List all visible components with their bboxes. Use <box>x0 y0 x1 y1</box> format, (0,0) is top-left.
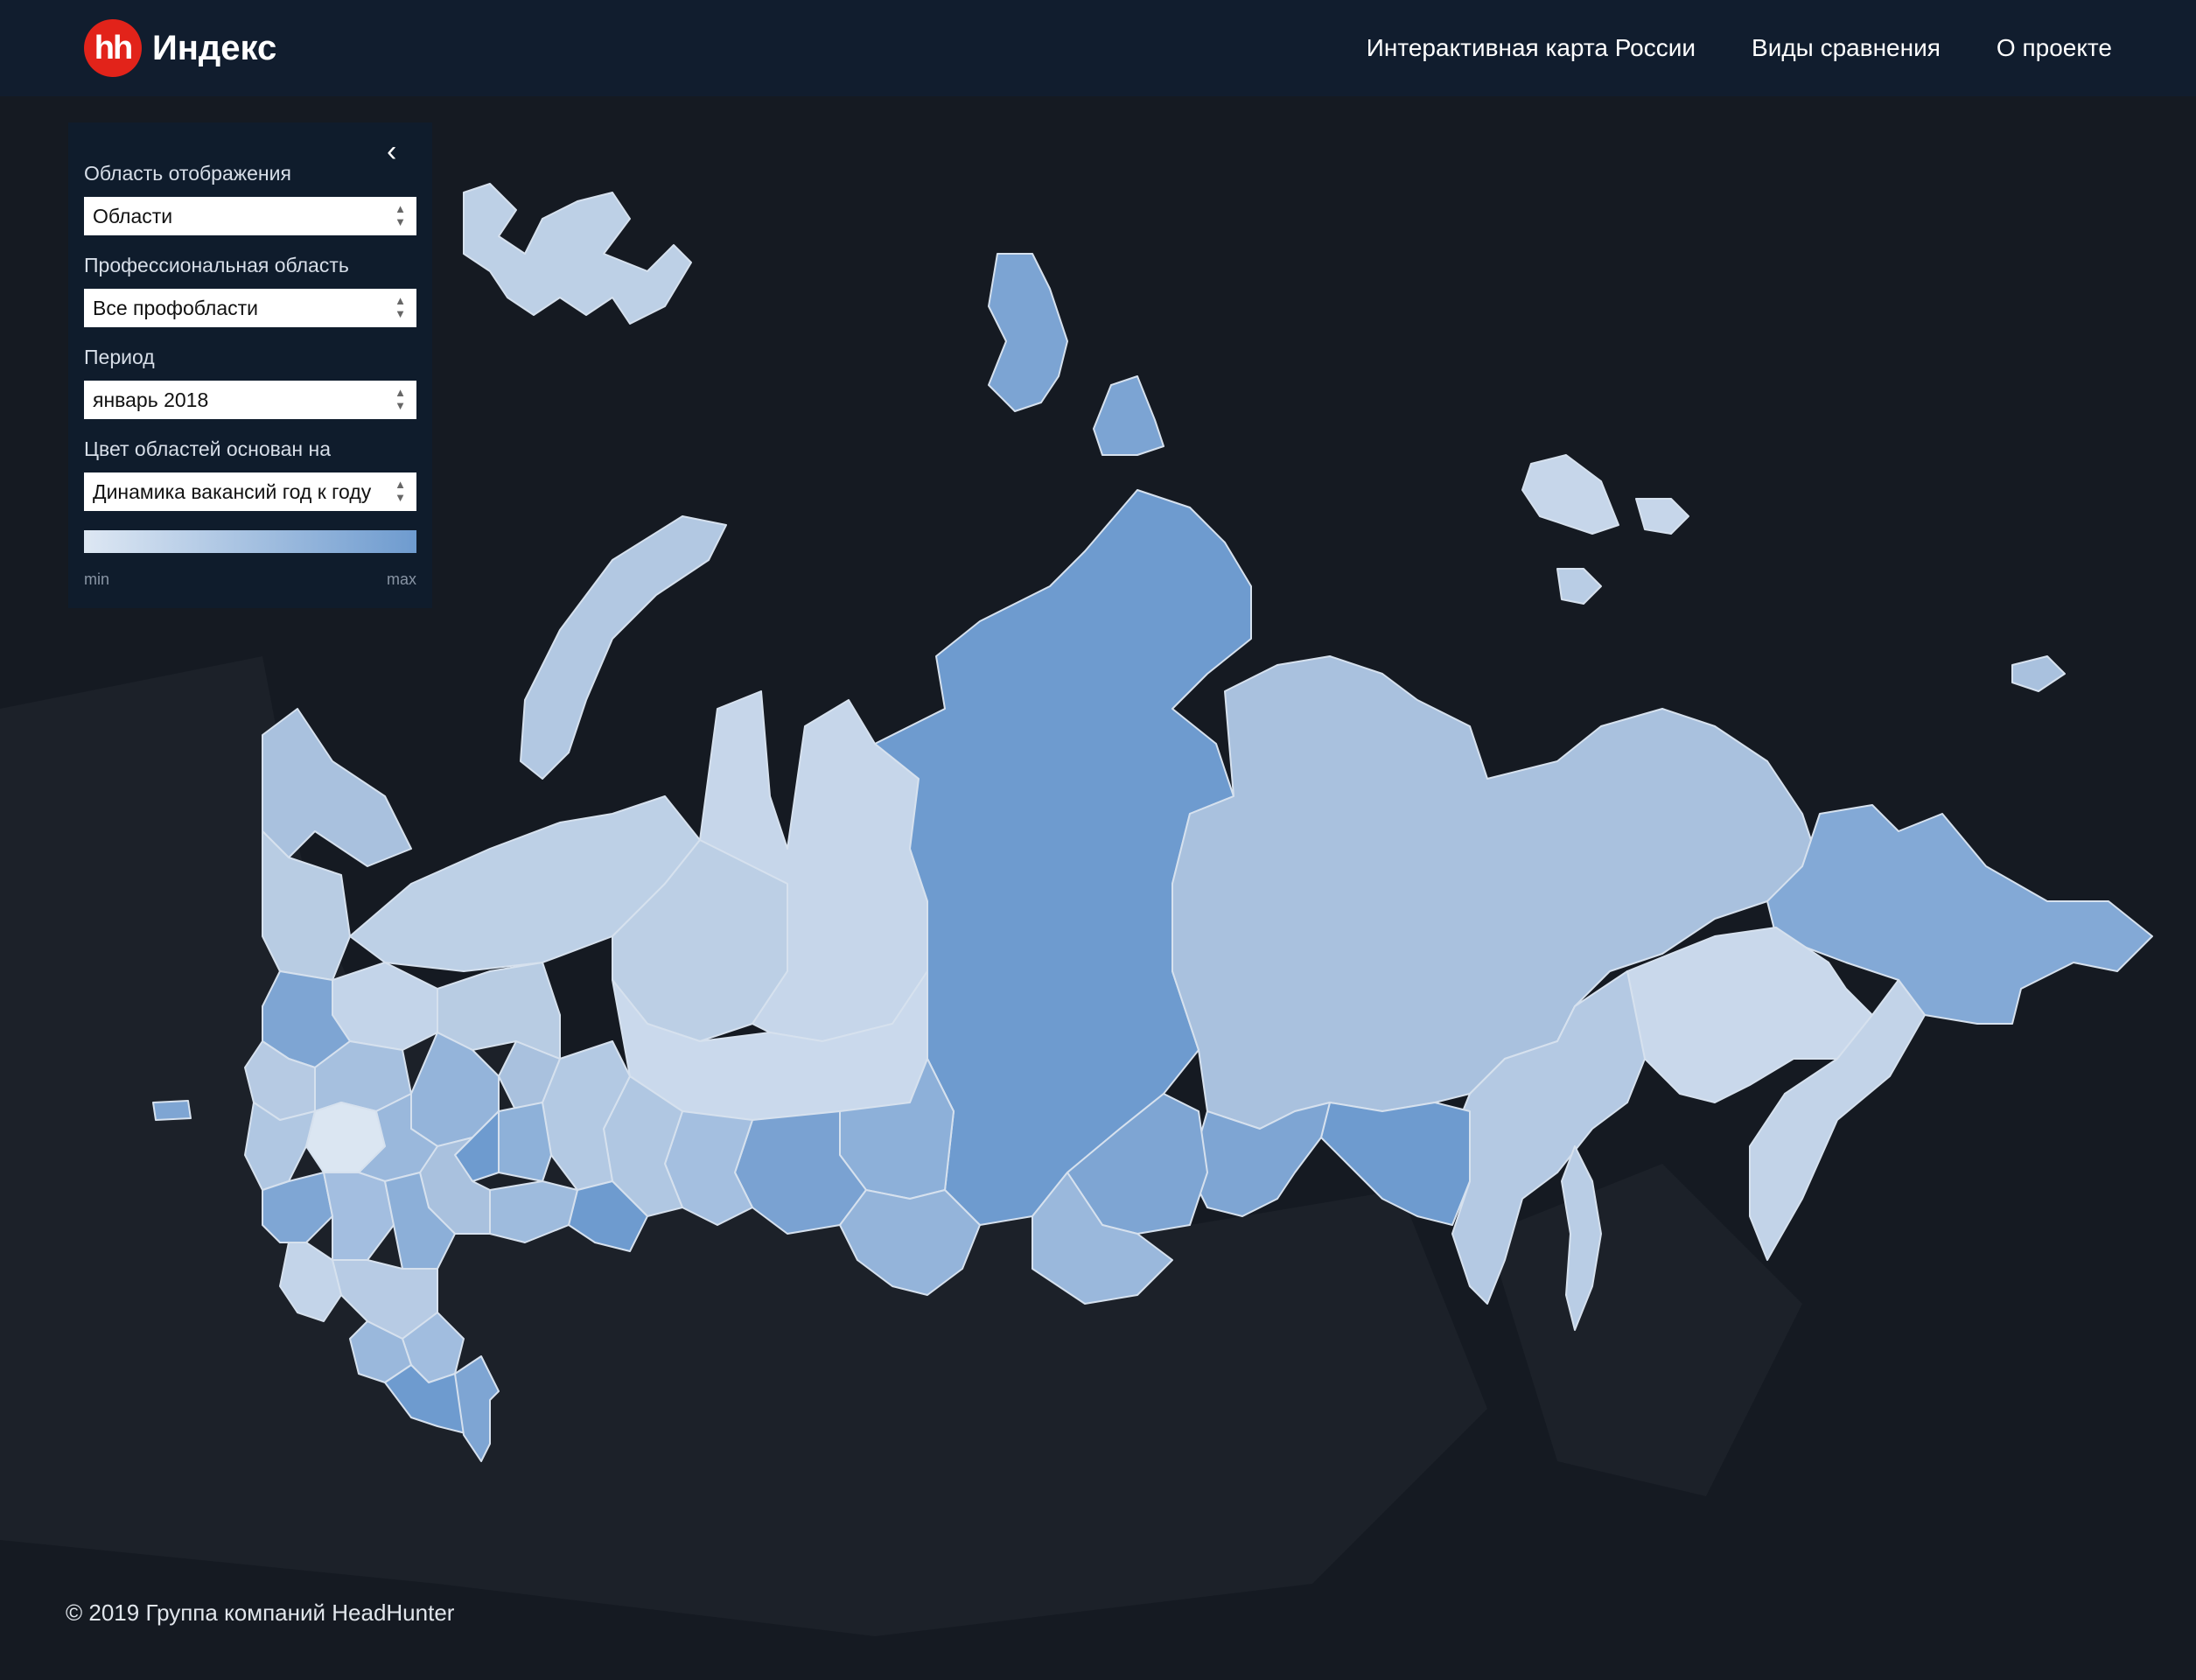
region-bashkortostan[interactable] <box>498 1102 552 1182</box>
region-kamchatka[interactable] <box>1749 979 1926 1261</box>
color-basis-label: Цвет областей основан на <box>84 438 331 460</box>
legend-min-label: min <box>84 570 110 588</box>
region-wrangel[interactable] <box>2011 655 2066 692</box>
region-franz-josef-land[interactable] <box>463 183 692 325</box>
region-saratov[interactable] <box>384 1172 456 1270</box>
region-murmansk[interactable] <box>262 708 412 867</box>
top-nav: Интерактивная карта России Виды сравнени… <box>1311 0 2112 96</box>
select-arrows-icon: ▲ ▼ <box>395 202 406 228</box>
region-dagestan[interactable] <box>454 1355 500 1462</box>
logo-text: Индекс <box>152 28 277 67</box>
color-scale-legend <box>84 530 416 553</box>
filter-panel: ‹ Область отображения Области ▲ ▼ Професс… <box>68 122 432 608</box>
region-new-siberian-islands[interactable] <box>1521 454 1619 535</box>
select-arrows-icon: ▲ ▼ <box>395 478 406 504</box>
prof-area-value: Все профобласти <box>93 296 259 319</box>
hh-logo-badge: hh <box>84 19 142 77</box>
nav-interactive-map[interactable]: Интерактивная карта России <box>1366 34 1696 61</box>
region-altai[interactable] <box>839 1189 981 1296</box>
color-basis-select[interactable]: Динамика вакансий год к году ▲ ▼ <box>84 472 416 511</box>
region-severnaya-zemlya[interactable] <box>988 253 1068 412</box>
region-smolensk[interactable] <box>244 1102 316 1191</box>
region-khabarovsk[interactable] <box>1451 970 1646 1305</box>
region-novaya-zemlya[interactable] <box>520 515 727 780</box>
period-value: январь 2018 <box>93 388 209 411</box>
region-new-siberian-islands-2[interactable] <box>1635 498 1689 535</box>
region-bolshoi-lyakhovsky[interactable] <box>1556 568 1602 605</box>
region-severnaya-zemlya-2[interactable] <box>1093 375 1164 456</box>
region-rostov[interactable] <box>279 1242 342 1322</box>
footer-copyright: © 2019 Группа компаний HeadHunter <box>66 1600 455 1626</box>
logo[interactable]: hh Индекс <box>84 19 276 77</box>
region-kursk[interactable] <box>262 1172 333 1243</box>
display-area-select[interactable]: Области ▲ ▼ <box>84 197 416 235</box>
region-irkutsk[interactable] <box>1032 1172 1173 1305</box>
color-basis-value: Динамика вакансий год к году <box>93 480 372 503</box>
region-amur[interactable] <box>1320 1102 1471 1226</box>
region-vologda[interactable] <box>332 962 438 1051</box>
prof-area-label: Профессиональная область <box>84 254 349 276</box>
region-voronezh[interactable] <box>323 1172 395 1261</box>
nav-about[interactable]: О проекте <box>1996 34 2112 61</box>
prof-area-select[interactable]: Все профобласти ▲ ▼ <box>84 289 416 327</box>
select-arrows-icon: ▲ ▼ <box>395 294 406 320</box>
region-sakhalin[interactable] <box>1561 1145 1602 1331</box>
legend-max-label: max <box>386 570 416 588</box>
select-arrows-icon: ▲ ▼ <box>395 386 406 412</box>
region-yakutia[interactable] <box>1171 655 1821 1130</box>
region-karelia[interactable] <box>262 830 351 981</box>
nav-comparison-types[interactable]: Виды сравнения <box>1752 34 1941 61</box>
region-kaliningrad[interactable] <box>152 1100 192 1121</box>
display-area-value: Области <box>93 204 173 228</box>
region-zabaikalsky[interactable] <box>1189 1102 1331 1217</box>
period-select[interactable]: январь 2018 ▲ ▼ <box>84 381 416 419</box>
background-japan <box>1487 1164 1802 1496</box>
collapse-panel-icon[interactable]: ‹ <box>387 135 397 168</box>
period-label: Период <box>84 346 155 368</box>
header-bar: hh Индекс Интерактивная карта России Вид… <box>0 0 2196 96</box>
russia-regions-map[interactable] <box>0 96 2196 1680</box>
display-area-label: Область отображения <box>84 162 291 185</box>
